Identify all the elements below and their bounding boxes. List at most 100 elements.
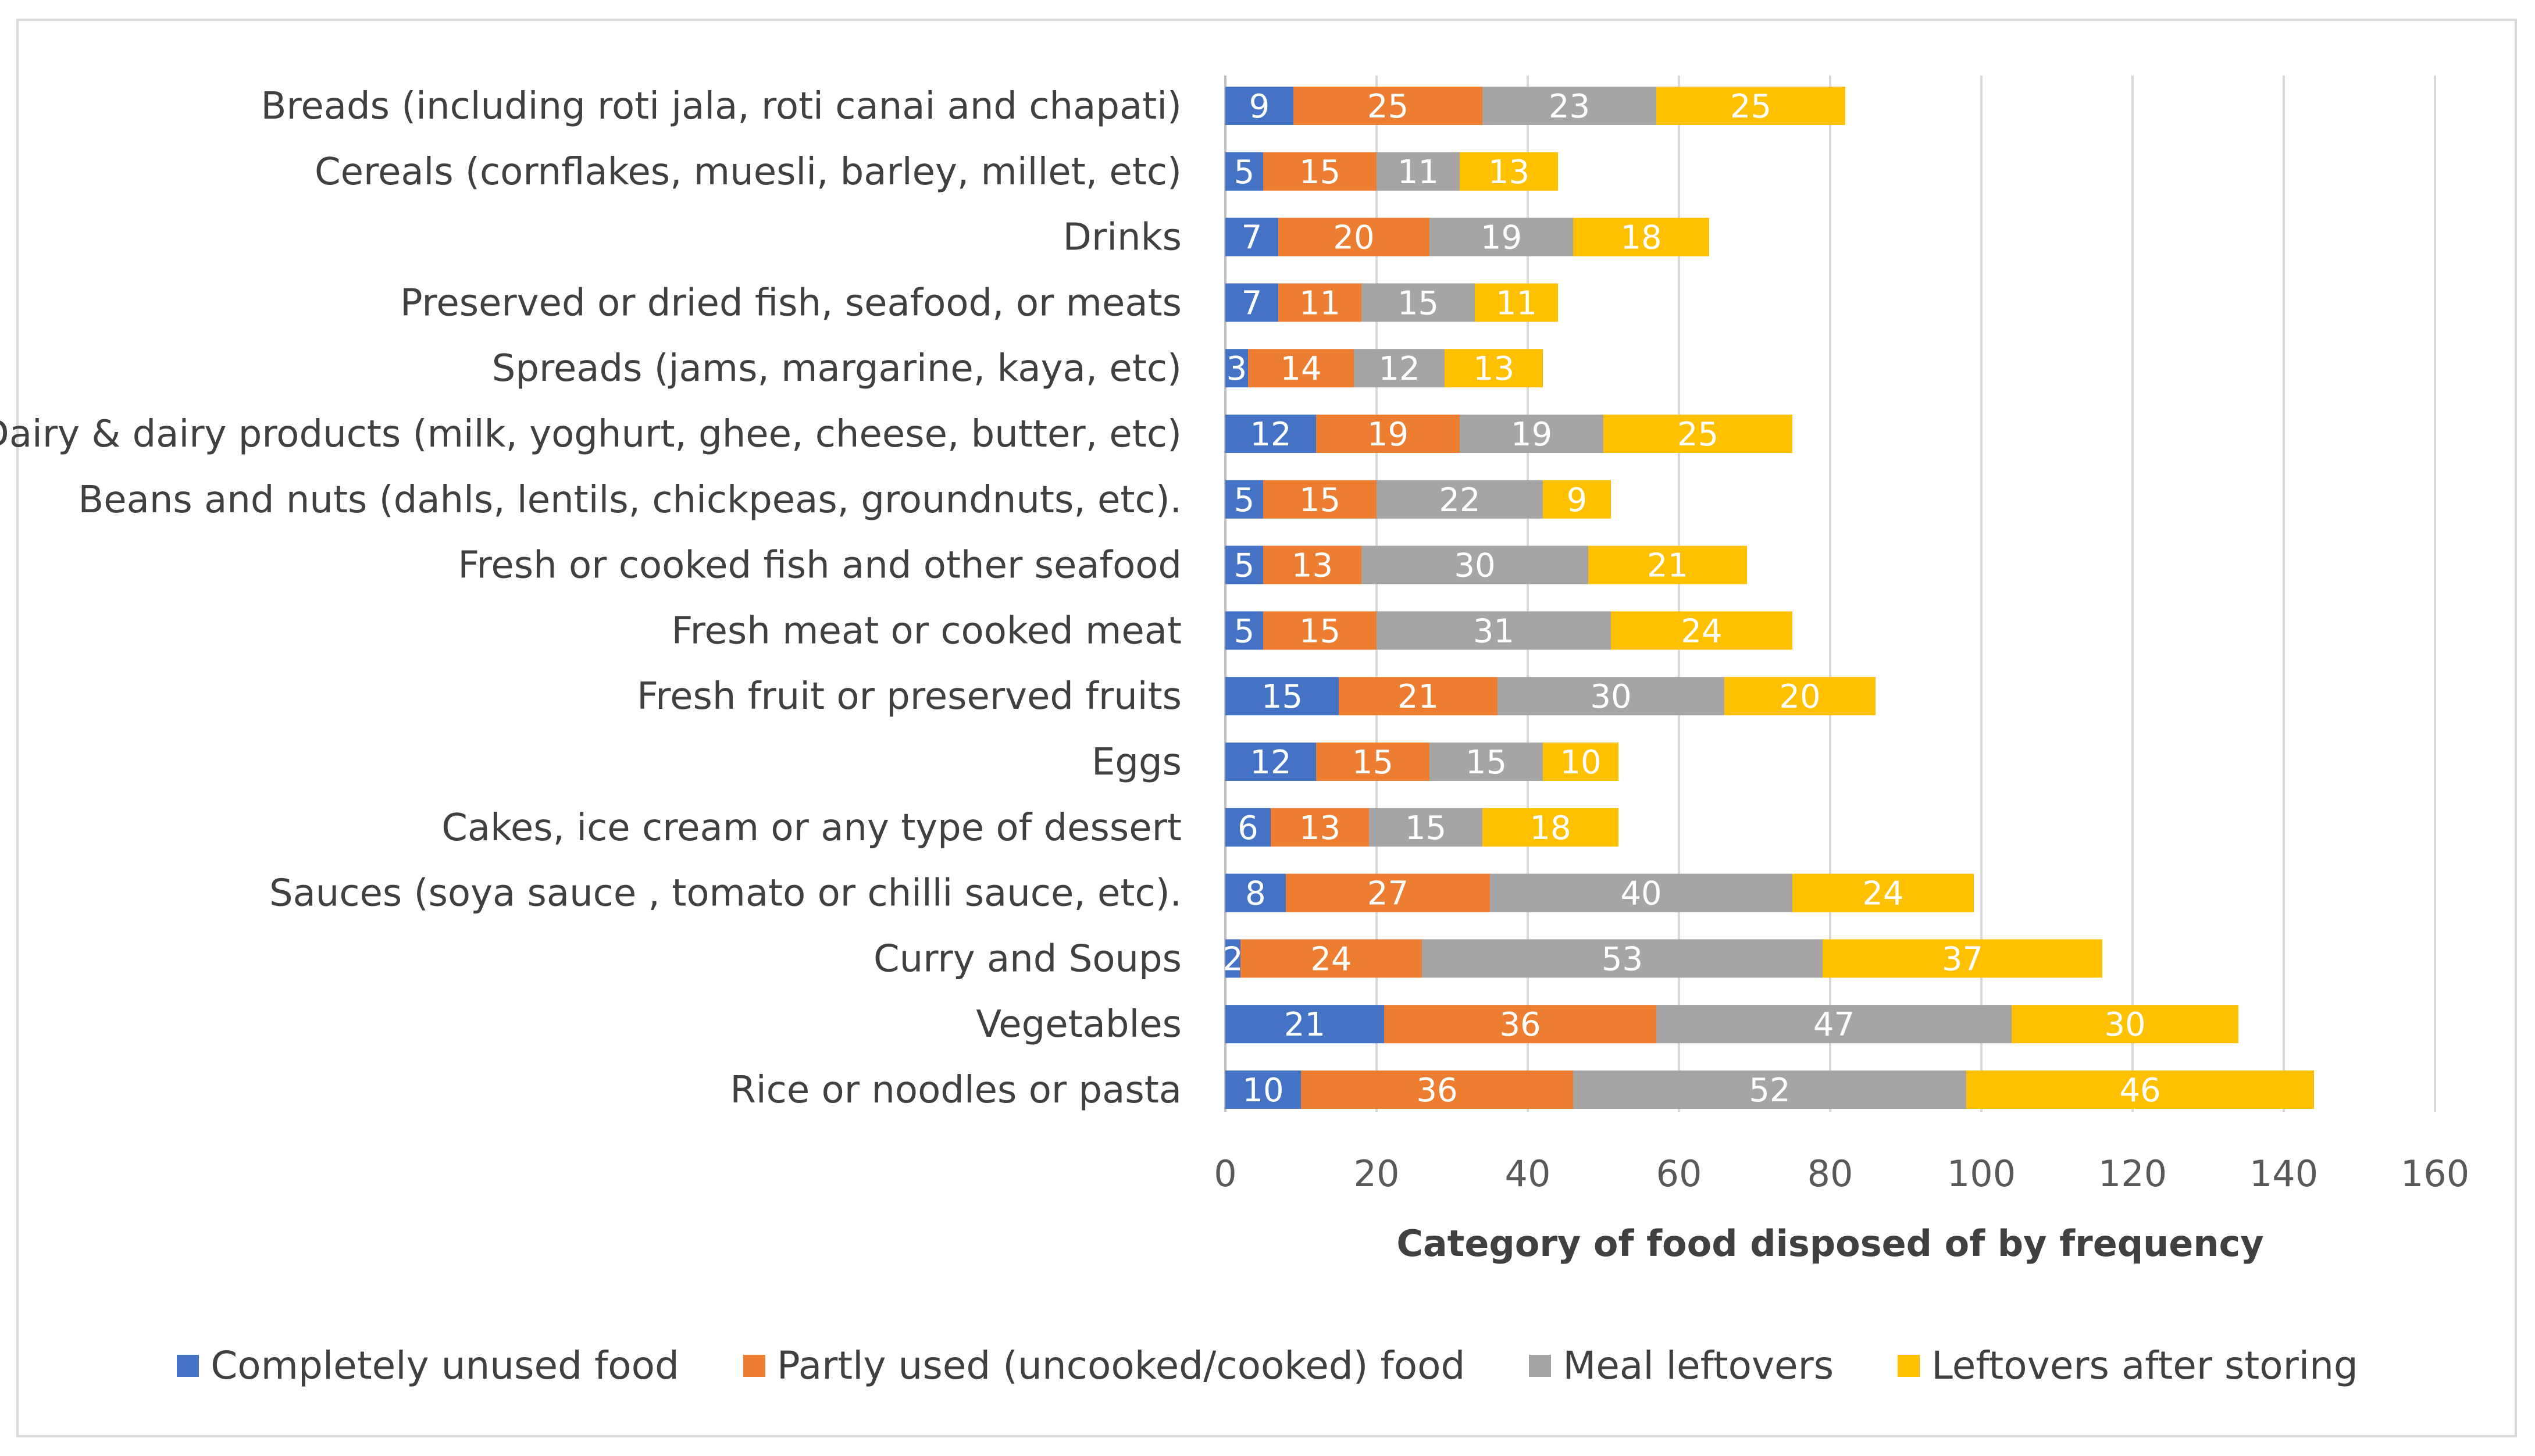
x-tick-label: 40 xyxy=(1505,1152,1551,1195)
data-label: 19 xyxy=(1511,416,1552,454)
data-label: 12 xyxy=(1378,350,1420,388)
data-label: 27 xyxy=(1367,875,1409,913)
bar-segment xyxy=(1263,611,1377,650)
legend-swatch xyxy=(743,1354,765,1377)
data-label: 30 xyxy=(1454,547,1495,585)
legend-label: Completely unused food xyxy=(211,1343,679,1388)
x-axis-ticks: 0 20 40 60 80 100 120 140 160 xyxy=(1214,1152,2469,1195)
data-label: 36 xyxy=(1416,1072,1457,1109)
bar-segment xyxy=(1225,545,1263,584)
bar-segment xyxy=(1422,939,1823,978)
bar-segment xyxy=(1225,480,1263,519)
bar-segment xyxy=(1603,415,1792,453)
data-label: 25 xyxy=(1730,88,1771,126)
bar-segment xyxy=(1543,480,1611,519)
data-label: 19 xyxy=(1367,416,1409,454)
data-label: 15 xyxy=(1397,284,1439,322)
bar-segment xyxy=(1543,743,1618,781)
bar-segment xyxy=(1490,873,1792,912)
data-label: 15 xyxy=(1299,612,1340,650)
data-label: 15 xyxy=(1405,809,1446,847)
x-tick-label: 160 xyxy=(2401,1152,2469,1195)
bar-segment xyxy=(1573,217,1709,256)
bar-segment xyxy=(2012,1005,2238,1044)
bar-segment xyxy=(1361,283,1475,322)
category-label: Cakes, ice cream or any type of dessert xyxy=(441,806,1182,850)
legend-item: Leftovers after storing xyxy=(1898,1343,2358,1388)
bar-segment xyxy=(1225,677,1339,716)
data-label: 18 xyxy=(1529,809,1571,847)
category-label: Dairy & dairy products (milk, yoghurt, g… xyxy=(0,413,1182,456)
data-label: 3 xyxy=(1227,350,1247,388)
category-label: Breads (including roti jala, roti canai … xyxy=(261,85,1182,128)
bar-segment xyxy=(1225,1005,1384,1044)
bar-segment xyxy=(1460,152,1558,191)
data-label: 14 xyxy=(1280,350,1321,388)
bar-segment xyxy=(1263,152,1377,191)
data-label: 11 xyxy=(1496,284,1537,322)
category-label: Fresh meat or cooked meat xyxy=(671,609,1182,652)
data-label: 19 xyxy=(1481,219,1522,257)
data-label: 13 xyxy=(1299,809,1340,847)
bar-segment xyxy=(1225,1070,1301,1109)
bar-segment xyxy=(1225,611,1263,650)
bar-segment xyxy=(1225,808,1271,847)
data-label: 13 xyxy=(1473,350,1514,388)
data-label: 40 xyxy=(1620,875,1662,913)
data-label: 6 xyxy=(1238,809,1258,847)
bar-segment xyxy=(1377,611,1611,650)
bar-segment xyxy=(1573,1070,1966,1109)
bar-segment xyxy=(1377,152,1460,191)
bar-segment xyxy=(1278,283,1361,322)
bar-segment xyxy=(1724,677,1876,716)
category-label: Curry and Soups xyxy=(873,937,1182,980)
legend-label: Partly used (uncooked/cooked) food xyxy=(776,1343,1466,1388)
data-label: 21 xyxy=(1284,1006,1325,1044)
bar-segment xyxy=(1339,677,1498,716)
x-tick-label: 80 xyxy=(1807,1152,1853,1195)
data-label: 25 xyxy=(1677,416,1718,454)
category-label: Eggs xyxy=(1092,741,1182,784)
data-label: 18 xyxy=(1620,219,1662,257)
category-label: Fresh or cooked fish and other seafood xyxy=(458,544,1182,587)
x-tick-label: 0 xyxy=(1214,1152,1236,1195)
data-label: 15 xyxy=(1352,744,1393,781)
bar-segment xyxy=(1482,808,1618,847)
bar-segment xyxy=(1225,217,1278,256)
data-label: 13 xyxy=(1292,547,1333,585)
data-label: 25 xyxy=(1367,88,1409,126)
data-label: 24 xyxy=(1681,612,1722,650)
data-label: 30 xyxy=(2104,1006,2145,1044)
category-label: Drinks xyxy=(1063,216,1182,259)
data-label: 10 xyxy=(1242,1072,1283,1109)
legend-label: Meal leftovers xyxy=(1563,1343,1834,1388)
data-label: 7 xyxy=(1242,219,1263,257)
bar-segment xyxy=(1263,480,1377,519)
data-label: 9 xyxy=(1567,481,1588,519)
data-label: 15 xyxy=(1261,678,1303,716)
bar-segment xyxy=(1225,87,1293,125)
data-label: 10 xyxy=(1560,744,1601,781)
bar-segment xyxy=(1475,283,1558,322)
bar-segment xyxy=(1482,87,1656,125)
bar-segment xyxy=(1377,480,1543,519)
category-label: Beans and nuts (dahls, lentils, chickpea… xyxy=(78,479,1182,522)
category-label: Fresh fruit or preserved fruits xyxy=(637,675,1182,718)
bar-segment xyxy=(1293,87,1482,125)
legend-item: Partly used (uncooked/cooked) food xyxy=(743,1343,1465,1388)
data-label: 5 xyxy=(1234,481,1255,519)
data-label: 24 xyxy=(1862,875,1903,913)
data-label: 22 xyxy=(1439,481,1480,519)
legend-swatch xyxy=(1529,1354,1552,1377)
bar-segment xyxy=(1384,1005,1656,1044)
data-label: 23 xyxy=(1549,88,1590,126)
bar-segment xyxy=(1445,349,1543,388)
bar-segment xyxy=(1240,939,1422,978)
data-label: 52 xyxy=(1749,1072,1790,1109)
bar-segment xyxy=(1823,939,2102,978)
x-tick-label: 100 xyxy=(1947,1152,2016,1195)
data-label: 20 xyxy=(1779,678,1820,716)
category-label: Sauces (soya sauce , tomato or chilli sa… xyxy=(269,872,1182,915)
